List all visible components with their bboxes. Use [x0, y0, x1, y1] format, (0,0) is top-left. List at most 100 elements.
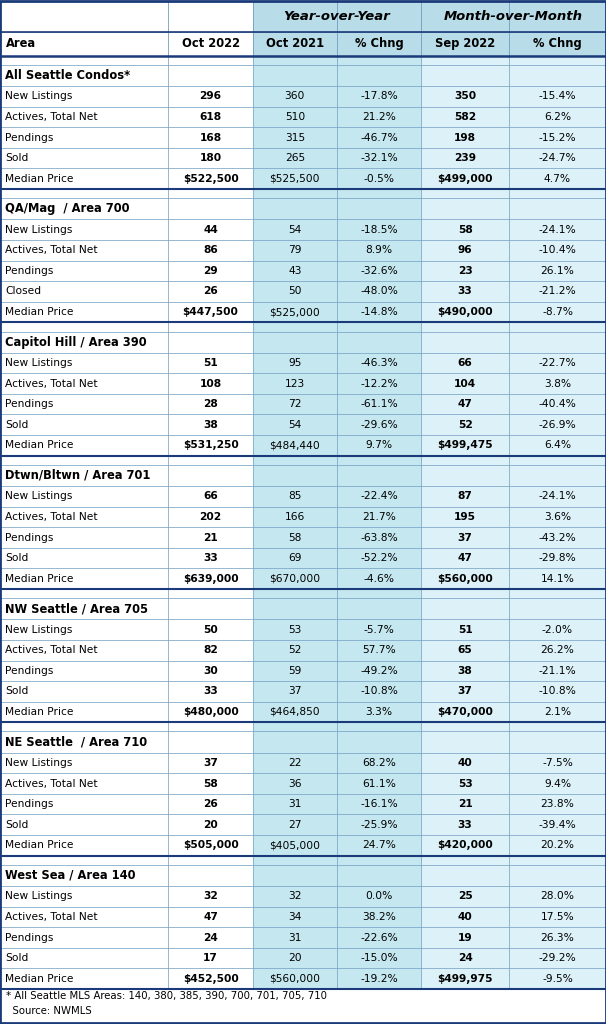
Bar	[253, 906, 337, 928]
Bar	[509, 681, 606, 701]
Text: 33: 33	[458, 287, 473, 296]
Bar	[168, 127, 253, 147]
Bar	[421, 835, 509, 856]
Bar	[168, 353, 253, 374]
Bar	[337, 323, 421, 332]
Bar	[509, 640, 606, 660]
Bar	[253, 640, 337, 660]
Bar	[421, 773, 509, 794]
Bar	[421, 568, 509, 589]
Bar	[421, 527, 509, 548]
Text: -49.2%: -49.2%	[360, 666, 398, 676]
Bar	[337, 886, 421, 906]
Text: 198: 198	[454, 132, 476, 142]
Text: 30: 30	[203, 666, 218, 676]
Bar	[168, 548, 253, 568]
Bar	[0, 507, 168, 527]
Bar	[253, 865, 337, 886]
Bar	[168, 568, 253, 589]
Text: 40: 40	[458, 758, 473, 768]
Text: 57.7%: 57.7%	[362, 645, 396, 655]
Bar	[337, 240, 421, 260]
Bar	[168, 415, 253, 435]
Text: 23.8%: 23.8%	[541, 799, 574, 809]
Text: 20: 20	[288, 953, 302, 964]
Bar	[168, 189, 253, 199]
Bar	[421, 106, 509, 127]
Bar	[421, 865, 509, 886]
Bar	[0, 814, 168, 835]
Bar	[509, 928, 606, 948]
Bar	[168, 928, 253, 948]
Bar	[168, 865, 253, 886]
Bar	[337, 465, 421, 486]
Text: Source: NWMLS: Source: NWMLS	[6, 1007, 92, 1017]
Bar	[0, 753, 168, 773]
Bar	[421, 906, 509, 928]
Bar	[168, 486, 253, 507]
Text: -21.1%: -21.1%	[539, 666, 576, 676]
Bar	[337, 86, 421, 106]
Text: -10.8%: -10.8%	[360, 686, 398, 696]
Bar	[421, 282, 509, 302]
Bar	[421, 969, 509, 989]
Bar	[337, 527, 421, 548]
Bar	[0, 189, 168, 199]
Text: 4.7%: 4.7%	[544, 174, 571, 183]
Bar	[253, 1, 337, 32]
Bar	[509, 486, 606, 507]
Text: 61.1%: 61.1%	[362, 778, 396, 788]
Text: 21: 21	[203, 532, 218, 543]
Text: 239: 239	[454, 154, 476, 163]
Bar	[509, 794, 606, 814]
Bar	[0, 548, 168, 568]
Bar	[337, 507, 421, 527]
Text: 50: 50	[288, 287, 302, 296]
Bar	[337, 189, 421, 199]
Bar	[337, 640, 421, 660]
Bar	[253, 598, 337, 620]
Text: 32: 32	[288, 891, 302, 901]
Text: -29.6%: -29.6%	[360, 420, 398, 430]
Text: 72: 72	[288, 399, 302, 410]
Bar	[0, 948, 168, 969]
Bar	[253, 969, 337, 989]
Bar	[253, 835, 337, 856]
Bar	[337, 302, 421, 323]
Bar	[253, 548, 337, 568]
Text: Sold: Sold	[5, 420, 29, 430]
Bar	[509, 598, 606, 620]
Bar	[168, 722, 253, 731]
Bar	[0, 589, 168, 598]
Text: Actives, Total Net: Actives, Total Net	[5, 512, 98, 522]
Text: -24.7%: -24.7%	[539, 154, 576, 163]
Bar	[421, 948, 509, 969]
Text: 21.2%: 21.2%	[362, 112, 396, 122]
Text: 9.7%: 9.7%	[365, 440, 393, 451]
Bar	[0, 568, 168, 589]
Text: -32.1%: -32.1%	[360, 154, 398, 163]
Text: Oct 2021: Oct 2021	[266, 38, 324, 50]
Bar	[253, 948, 337, 969]
Bar	[509, 353, 606, 374]
Bar	[253, 620, 337, 640]
Bar	[168, 374, 253, 394]
Bar	[168, 456, 253, 465]
Text: 52: 52	[288, 645, 302, 655]
Bar	[253, 928, 337, 948]
Bar	[421, 260, 509, 282]
Text: 52: 52	[458, 420, 473, 430]
Text: 29: 29	[203, 266, 218, 275]
Text: 33: 33	[203, 553, 218, 563]
Text: Dtwn/Bltwn / Area 701: Dtwn/Bltwn / Area 701	[5, 469, 151, 482]
Bar	[509, 701, 606, 722]
Bar	[253, 465, 337, 486]
Bar	[509, 731, 606, 753]
Text: -63.8%: -63.8%	[360, 532, 398, 543]
Text: 20.2%: 20.2%	[541, 841, 574, 850]
Bar	[509, 814, 606, 835]
Text: Sold: Sold	[5, 154, 29, 163]
Bar	[168, 86, 253, 106]
Bar	[0, 147, 168, 168]
Bar	[337, 753, 421, 773]
